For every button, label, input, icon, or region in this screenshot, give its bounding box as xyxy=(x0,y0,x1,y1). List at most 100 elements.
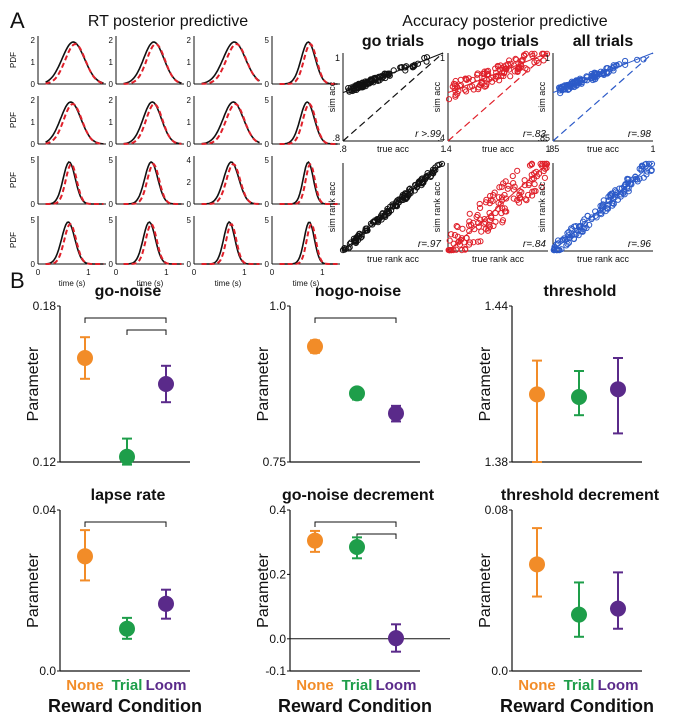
rt-simulated-pdf-line xyxy=(279,222,338,265)
param-y-tick-label: 0.0 xyxy=(491,664,508,678)
reward-condition-label: Reward Condition xyxy=(500,696,654,716)
acc-scatter-point xyxy=(401,64,408,71)
rt-y-tick-label: 2 xyxy=(31,36,36,45)
acc-scatter-point xyxy=(458,247,465,254)
acc-scatter-point xyxy=(445,96,453,103)
acc-scatter-point xyxy=(588,70,595,78)
acc-scatter-point xyxy=(378,72,386,79)
param-y-tick-label: 0.4 xyxy=(269,503,286,517)
rt-observed-pdf-line xyxy=(201,220,260,265)
acc-scatter-point xyxy=(518,58,525,65)
acc-scatter-point xyxy=(423,54,431,61)
rt-y-tick-label: 5 xyxy=(31,156,36,165)
acc-scatter-point xyxy=(517,64,524,72)
rt-simulated-pdf-line xyxy=(123,222,182,265)
acc-scatter-point xyxy=(557,85,564,93)
acc-x-axis-label: true acc xyxy=(587,144,620,154)
acc-scatter-point xyxy=(484,71,491,78)
acc-scatter-point xyxy=(463,76,470,83)
acc-scatter-point xyxy=(377,73,384,81)
rt-y-tick-label: 4 xyxy=(187,156,192,165)
acc-scatter-point xyxy=(436,161,443,168)
acc-identity-line xyxy=(447,52,549,142)
param-estimate-point xyxy=(119,620,135,637)
acc-scatter-point xyxy=(469,76,476,84)
rt-y-tick-label: 0 xyxy=(109,140,114,149)
acc-scatter-point xyxy=(574,79,582,86)
acc-scatter-point xyxy=(528,50,535,57)
acc-scatter-point xyxy=(623,185,631,192)
rt-x-tick-label: 0 xyxy=(192,268,197,277)
acc-scatter-point xyxy=(621,57,629,65)
rt-y-tick-label: 2 xyxy=(187,36,192,45)
acc-scatter-point xyxy=(542,162,549,169)
rt-y-tick-label: 0 xyxy=(31,260,36,269)
acc-scatter-point xyxy=(622,61,629,68)
param-panel-title: go-noise xyxy=(95,283,162,300)
acc-scatter-point xyxy=(474,71,481,78)
rt-observed-pdf-line xyxy=(279,101,338,145)
param-significance-bracket xyxy=(356,533,397,539)
acc-scatter-point xyxy=(351,84,358,92)
acc-y-axis-label: sim rank acc xyxy=(537,181,547,232)
acc-scatter-point xyxy=(359,79,366,86)
rt-y-tick-label: 2 xyxy=(31,96,36,105)
acc-x-tick-label: 1 xyxy=(545,144,550,154)
acc-scatter-point xyxy=(533,168,540,175)
acc-scatter-point xyxy=(584,212,591,219)
acc-scatter-point xyxy=(446,237,453,244)
acc-x-tick-label: .8 xyxy=(339,144,347,154)
param-y-axis-label: Parameter xyxy=(255,552,272,627)
rt-x-axis-label: time (s) xyxy=(137,279,164,288)
acc-scatter-point xyxy=(475,84,482,91)
acc-scatter-point xyxy=(501,191,508,199)
acc-scatter-point xyxy=(625,188,632,195)
param-estimate-point xyxy=(349,539,365,556)
acc-scatter-point xyxy=(495,205,502,212)
param-panel-title: lapse rate xyxy=(91,487,166,504)
acc-scatter-point xyxy=(648,160,656,167)
acc-scatter-point xyxy=(465,75,472,82)
param-y-axis-label: Parameter xyxy=(477,346,494,421)
acc-scatter-point xyxy=(512,55,519,63)
acc-scatter-point xyxy=(375,215,383,222)
acc-scatter-point xyxy=(506,57,513,64)
acc-scatter-point xyxy=(402,67,409,74)
rt-simulated-pdf-line xyxy=(45,162,104,205)
acc-scatter-point xyxy=(412,182,419,189)
acc-scatter-point xyxy=(467,221,475,228)
rt-observed-pdf-line xyxy=(123,161,182,205)
param-y-tick-label: 0.0 xyxy=(269,632,286,646)
rt-x-tick-label: 1 xyxy=(242,268,247,277)
acc-scatter-point xyxy=(584,74,591,81)
acc-scatter-point xyxy=(345,85,352,92)
rt-y-tick-label: 0 xyxy=(265,200,270,209)
acc-scatter-point xyxy=(514,167,521,174)
acc-identity-line xyxy=(552,52,654,142)
acc-scatter-point xyxy=(528,160,536,167)
acc-scatter-point xyxy=(640,56,647,63)
acc-scatter-point xyxy=(529,188,536,195)
rt-y-tick-label: 0 xyxy=(31,80,36,89)
acc-scatter-point xyxy=(461,86,468,93)
acc-y-axis-label: sim acc xyxy=(537,81,547,112)
acc-y-tick-label: .85 xyxy=(537,133,550,143)
acc-scatter-point xyxy=(583,73,590,80)
acc-scatter-point xyxy=(541,174,549,181)
acc-scatter-point xyxy=(476,204,484,212)
panel-a-label: A xyxy=(10,8,25,33)
acc-scatter-point xyxy=(449,83,456,90)
acc-scatter-point xyxy=(605,196,612,204)
acc-scatter-point xyxy=(478,228,485,235)
acc-scatter-point xyxy=(604,70,611,77)
acc-scatter-point xyxy=(531,50,538,57)
rt-y-tick-label: 0 xyxy=(187,200,192,209)
rt-simulated-pdf-line xyxy=(123,102,182,145)
acc-scatter-point xyxy=(578,79,585,86)
acc-correlation-label: r=.97 xyxy=(418,239,442,250)
acc-scatter-point xyxy=(596,71,603,78)
acc-correlation-label: r=.98 xyxy=(628,129,652,140)
acc-scatter-point xyxy=(538,162,545,169)
acc-scatter-point xyxy=(495,199,502,207)
acc-scatter-point xyxy=(551,247,558,254)
